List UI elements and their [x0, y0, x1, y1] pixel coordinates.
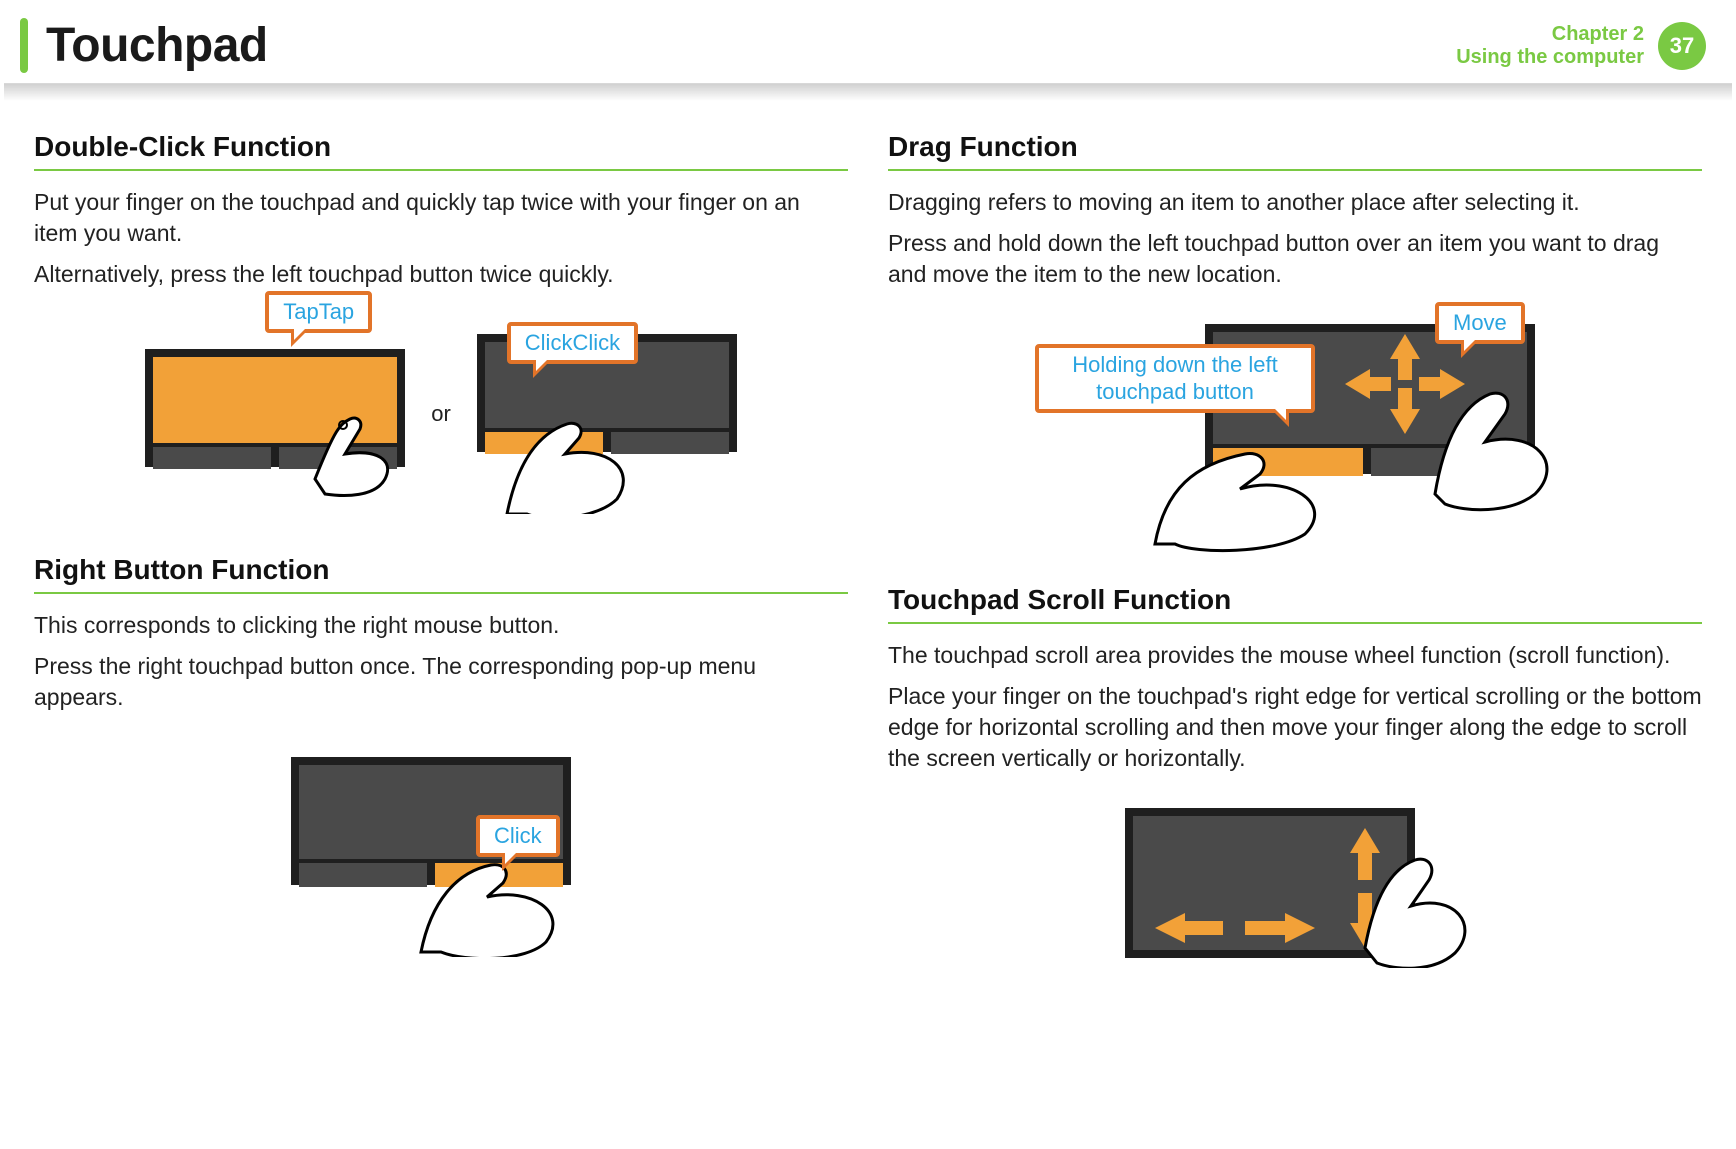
content-columns: Double-Click Function Put your finger on…: [0, 131, 1736, 1038]
body-text: This corresponds to clicking the right m…: [34, 610, 848, 641]
callout-click: Click: [476, 815, 560, 857]
touchpad-clickclick-diagram: ClickClick: [477, 314, 737, 514]
title-wrap: Touchpad: [20, 18, 268, 73]
body-text: Press the right touchpad button once. Th…: [34, 651, 848, 713]
chapter-line1: Chapter 2: [1456, 23, 1644, 46]
header-shadow: [4, 83, 1732, 101]
manual-page: Touchpad Chapter 2 Using the computer 37…: [0, 0, 1736, 1038]
callout-clickclick: ClickClick: [507, 322, 638, 364]
section-drag: Drag Function Dragging refers to moving …: [888, 131, 1702, 554]
accent-bar: [20, 18, 28, 73]
chapter-text: Chapter 2 Using the computer: [1456, 23, 1644, 69]
double-click-illustrations: TapTap or: [34, 314, 848, 514]
touchpad-scroll-diagram: [1115, 798, 1475, 968]
body-text: Put your finger on the touchpad and quic…: [34, 187, 848, 249]
right-button-illustration: Click: [34, 737, 848, 957]
section-heading: Touchpad Scroll Function: [888, 584, 1702, 616]
section-double-click: Double-Click Function Put your finger on…: [34, 131, 848, 514]
right-column: Drag Function Dragging refers to moving …: [888, 131, 1702, 998]
touchpad-icon: [145, 329, 405, 499]
header-bar: Touchpad Chapter 2 Using the computer 37: [0, 0, 1736, 83]
touchpad-drag-diagram: Holding down the left touchpad button Mo…: [1035, 314, 1555, 554]
page-number-badge: 37: [1658, 22, 1706, 70]
section-scroll: Touchpad Scroll Function The touchpad sc…: [888, 584, 1702, 968]
section-right-button: Right Button Function This corresponds t…: [34, 554, 848, 957]
callout-taptap: TapTap: [265, 291, 372, 333]
chapter-line2: Using the computer: [1456, 46, 1644, 69]
section-heading: Right Button Function: [34, 554, 848, 586]
chapter-wrap: Chapter 2 Using the computer 37: [1456, 22, 1706, 70]
touchpad-tap-diagram: TapTap: [145, 329, 405, 499]
body-text: Dragging refers to moving an item to ano…: [888, 187, 1702, 218]
body-text: Alternatively, press the left touchpad b…: [34, 259, 848, 290]
section-rule: [34, 592, 848, 594]
page-title: Touchpad: [46, 18, 268, 73]
body-text: Place your finger on the touchpad's righ…: [888, 681, 1702, 774]
scroll-illustration: [888, 798, 1702, 968]
section-heading: Drag Function: [888, 131, 1702, 163]
touchpad-icon: [1115, 798, 1475, 968]
or-label: or: [427, 401, 455, 427]
left-column: Double-Click Function Put your finger on…: [34, 131, 848, 998]
drag-illustration: Holding down the left touchpad button Mo…: [888, 314, 1702, 554]
section-rule: [888, 169, 1702, 171]
section-rule: [888, 622, 1702, 624]
touchpad-rightclick-diagram: Click: [281, 737, 601, 957]
section-rule: [34, 169, 848, 171]
section-heading: Double-Click Function: [34, 131, 848, 163]
callout-hold: Holding down the left touchpad button: [1035, 344, 1315, 413]
callout-move: Move: [1435, 302, 1525, 344]
body-text: Press and hold down the left touchpad bu…: [888, 228, 1702, 290]
body-text: The touchpad scroll area provides the mo…: [888, 640, 1702, 671]
